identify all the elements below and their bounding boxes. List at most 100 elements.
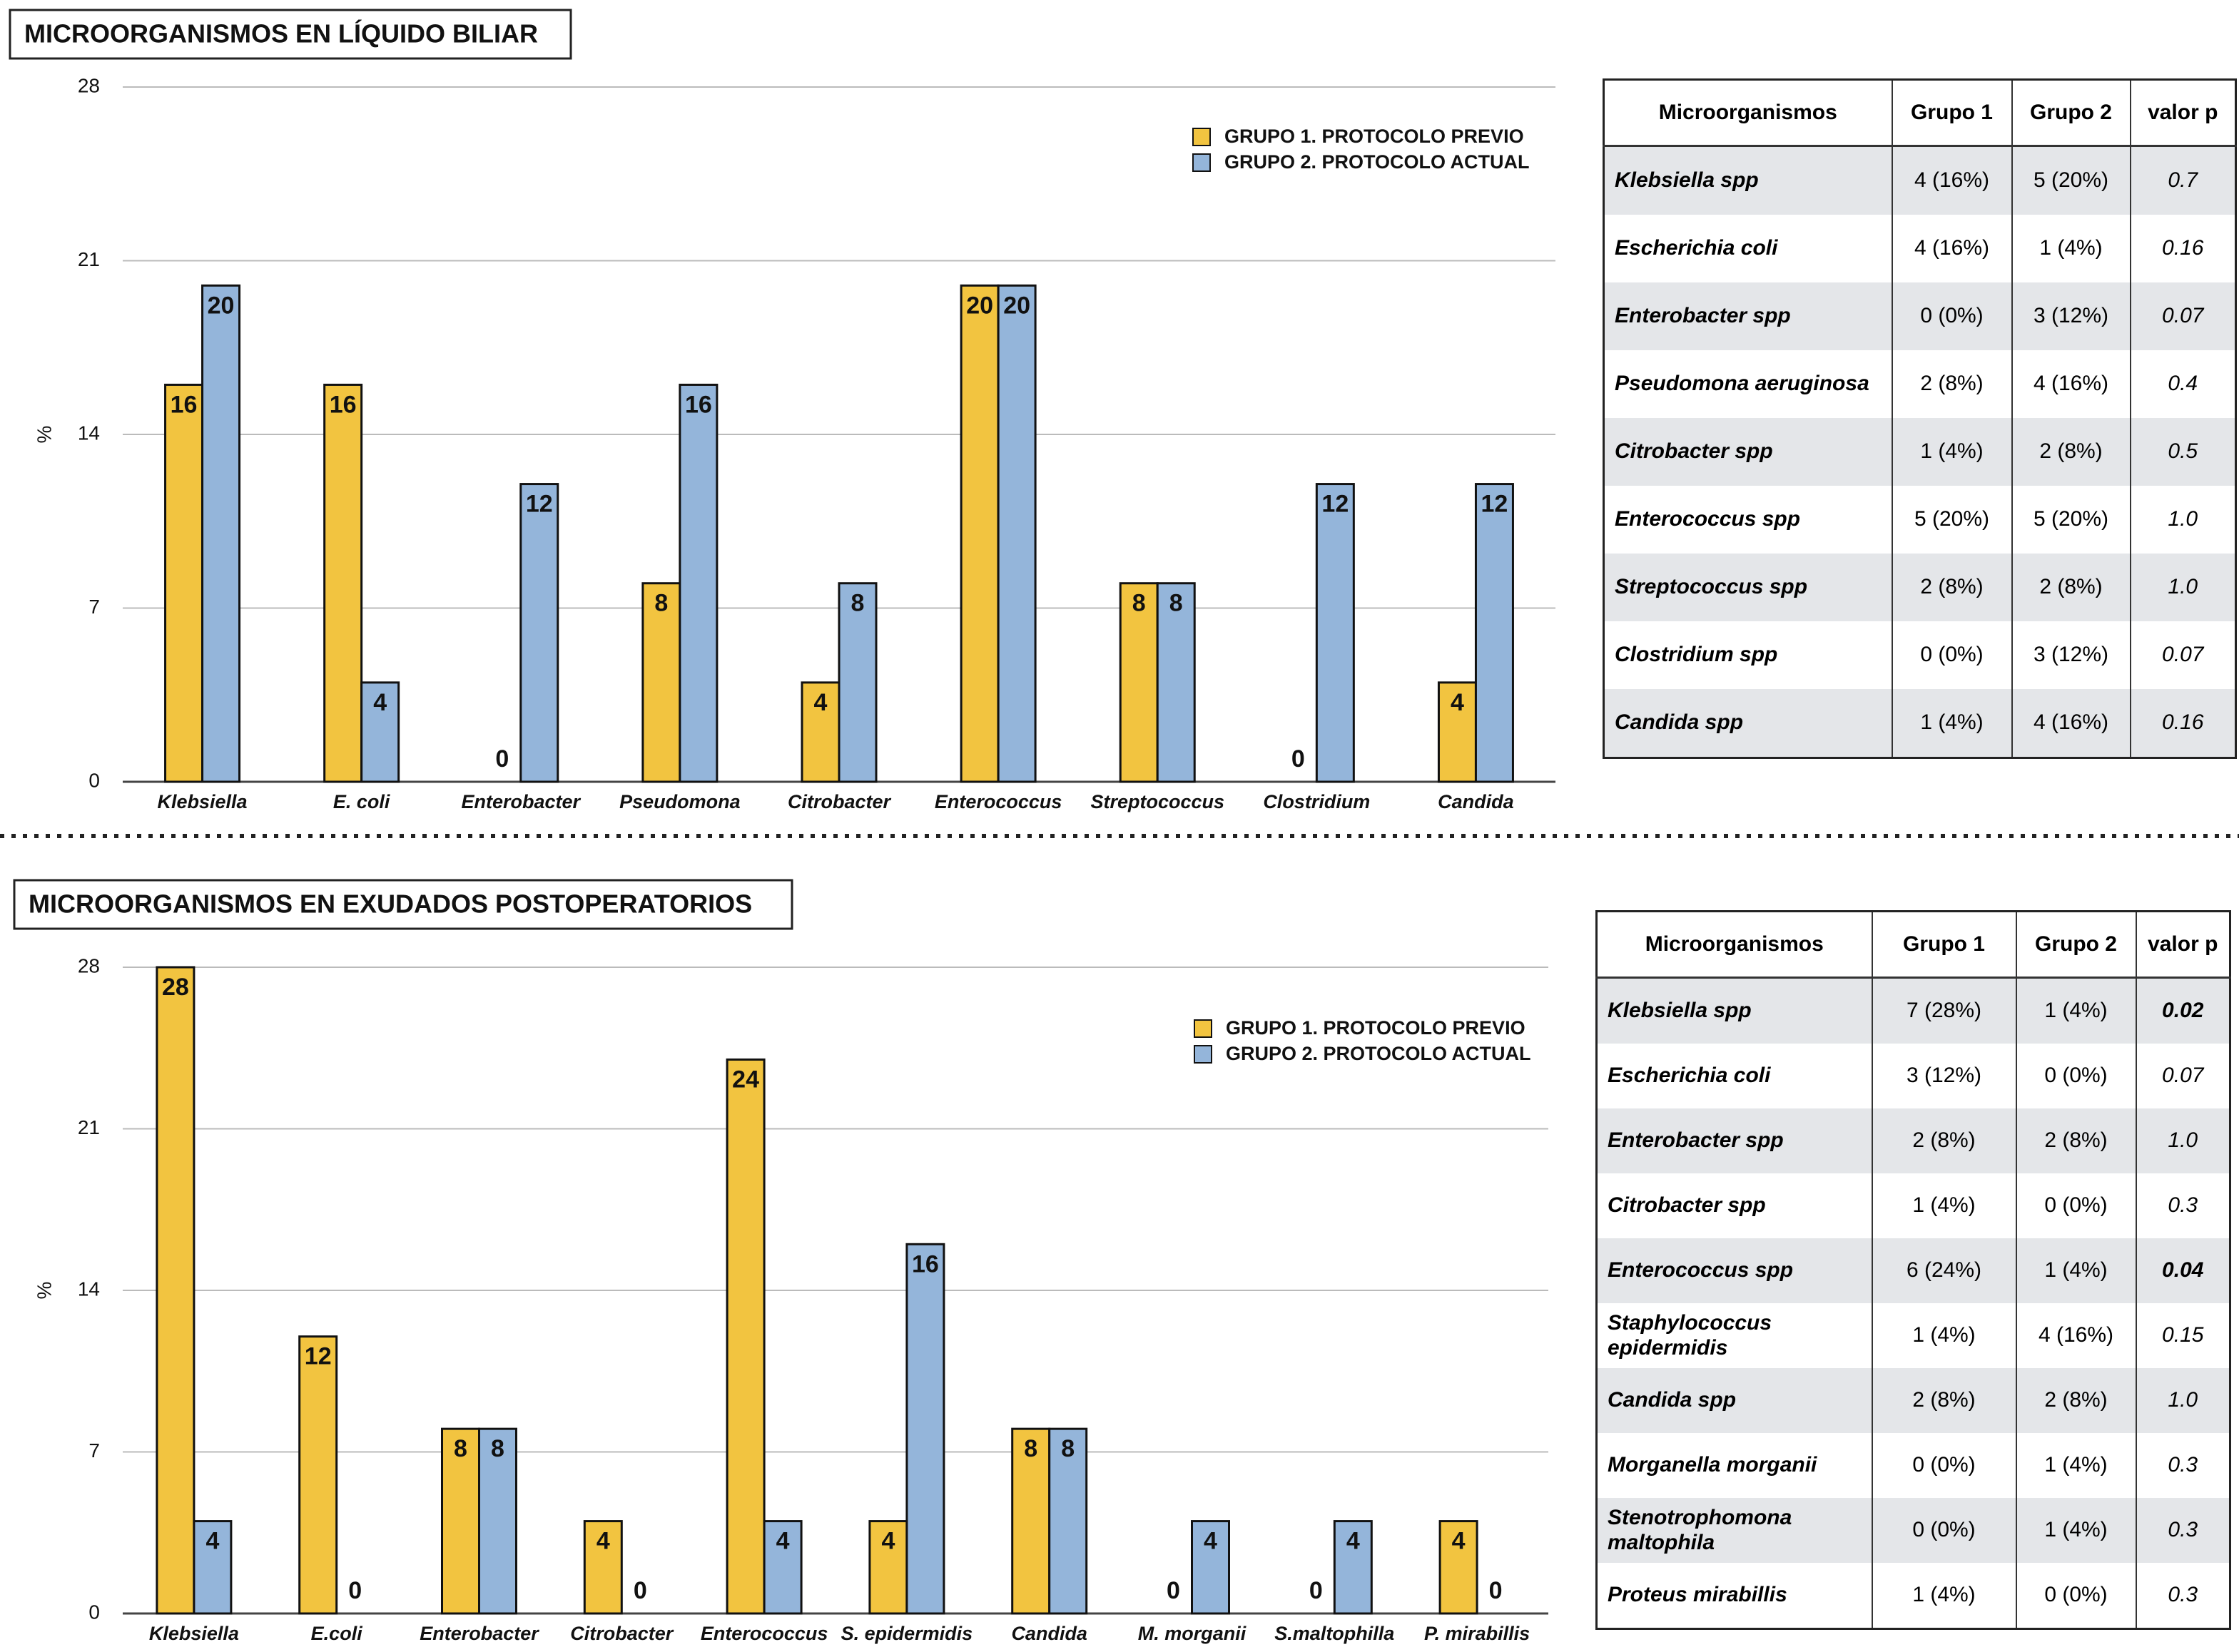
header-row: Microorganismos Grupo 1 Grupo 2 valor p	[1603, 79, 2237, 147]
value-cell: 0.07	[2129, 621, 2237, 689]
x-tick-label: E. coli	[333, 791, 390, 812]
organism-cell: Enterococcus spp	[1603, 486, 1893, 554]
value-cell: 7 (28%)	[1871, 977, 2017, 1044]
data-label: 8	[1169, 590, 1183, 617]
data-label: 24	[732, 1066, 759, 1093]
data-label: 0	[1489, 1577, 1503, 1604]
organism-cell: Staphylococcus epidermidis	[1595, 1303, 1873, 1368]
x-tick-label: Citrobacter	[570, 1623, 674, 1644]
value-cell: 6 (24%)	[1871, 1238, 2017, 1303]
title-box	[13, 879, 793, 930]
value-cell: 4 (16%)	[2015, 1303, 2137, 1368]
table-row: Streptococcus spp 2 (8%) 2 (8%) 1.0	[1603, 554, 2237, 621]
bar	[868, 1520, 908, 1615]
data-label: 0	[348, 1577, 362, 1604]
value-cell: 3 (12%)	[1871, 1044, 2017, 1108]
value-cell: 0 (0%)	[2015, 1563, 2137, 1629]
organism-cell: Enterobacter spp	[1603, 282, 1893, 350]
table-row: Enterobacter spp 0 (0%) 3 (12%) 0.07	[1603, 282, 2237, 350]
table-row: Enterococcus spp 5 (20%) 5 (20%) 1.0	[1603, 486, 2237, 554]
legend-label: GRUPO 1. PROTOCOLO PREVIO	[1224, 126, 1524, 147]
data-label: 16	[171, 391, 198, 418]
table-row: Candida spp 1 (4%) 4 (16%) 0.16	[1603, 689, 2237, 758]
x-tick-label: Klebsiella	[149, 1623, 239, 1644]
table-row: Escherichia coli 3 (12%) 0 (0%) 0.07	[1595, 1044, 2231, 1108]
value-cell: 5 (20%)	[1891, 486, 2013, 554]
bar	[763, 1520, 803, 1615]
data-label: 8	[454, 1435, 467, 1462]
value-cell: 2 (8%)	[2015, 1368, 2137, 1433]
x-tick-label: S.maltophilla	[1274, 1623, 1394, 1644]
value-cell: 2 (8%)	[2011, 554, 2131, 621]
value-cell: 0.07	[2135, 1044, 2231, 1108]
value-cell: 0.3	[2135, 1433, 2231, 1498]
value-cell: 1.0	[2129, 486, 2237, 554]
bar	[360, 681, 400, 783]
value-cell: 0.7	[2129, 146, 2237, 215]
value-cell: 0.3	[2135, 1498, 2231, 1563]
legend-swatch	[1194, 1045, 1212, 1064]
data-label: 8	[491, 1435, 504, 1462]
table: Microorganismos Grupo 1 Grupo 2 valor p Kleb…	[1595, 910, 2231, 1630]
data-label: 4	[1451, 689, 1464, 716]
value-cell: 5 (20%)	[2011, 486, 2131, 554]
bar	[1333, 1520, 1373, 1615]
value-cell: 4 (16%)	[1891, 215, 2013, 282]
x-tick-label: M. morganii	[1138, 1623, 1247, 1644]
header-cell: valor p	[2129, 79, 2237, 147]
x-tick-label: Pseudomona	[619, 791, 741, 812]
y-axis-label: %	[33, 1282, 55, 1300]
table-row: Candida spp 2 (8%) 2 (8%) 1.0	[1595, 1368, 2231, 1433]
x-tick-label: Candida	[1438, 791, 1514, 812]
table: Microorganismos Grupo 1 Grupo 2 valor p Kleb…	[1603, 78, 2237, 759]
y-axis-label: %	[33, 426, 55, 444]
organism-cell: Enterococcus spp	[1595, 1238, 1873, 1303]
x-tick-label: Enterococcus	[701, 1623, 828, 1644]
bar	[997, 284, 1037, 783]
x-tick-label: P. mirabillis	[1424, 1623, 1530, 1644]
header-cell: Grupo 2	[2015, 911, 2137, 979]
data-label: 16	[685, 391, 712, 418]
header-cell: Microorganismos	[1603, 79, 1893, 147]
y-tick-label: 7	[88, 596, 100, 618]
x-tick-label: Enterococcus	[935, 791, 1062, 812]
x-tick-label: E.coli	[311, 1623, 363, 1644]
y-tick-label: 28	[78, 74, 100, 96]
title-box	[9, 9, 572, 60]
value-cell: 0.5	[2129, 418, 2237, 486]
y-tick-label: 0	[88, 769, 100, 791]
value-cell: 1 (4%)	[2015, 1433, 2137, 1498]
y-tick-label: 7	[88, 1439, 100, 1462]
chart-title: MICROORGANISMOS EN EXUDADOS POSTOPERATOR…	[29, 889, 752, 919]
data-label: 8	[1061, 1435, 1075, 1462]
organism-cell: Stenotrophomona maltophila	[1595, 1498, 1873, 1563]
table-row: Pseudomona aeruginosa 2 (8%) 4 (16%) 0.4	[1603, 350, 2237, 418]
data-label: 20	[966, 292, 993, 319]
data-label: 12	[1481, 491, 1508, 518]
organism-cell: Citrobacter spp	[1595, 1173, 1873, 1238]
value-cell: 0.15	[2135, 1303, 2231, 1368]
organism-cell: Enterobacter spp	[1595, 1108, 1873, 1173]
y-tick-label: 14	[78, 1278, 100, 1300]
value-cell: 0.07	[2129, 282, 2237, 350]
data-label: 8	[654, 590, 668, 617]
value-cell: 1 (4%)	[2011, 215, 2131, 282]
value-cell: 2 (8%)	[1891, 554, 2013, 621]
legend-swatch	[1192, 153, 1211, 172]
y-tick-label: 21	[78, 248, 100, 270]
data-label: 4	[1204, 1528, 1217, 1555]
header-cell: Grupo 1	[1891, 79, 2013, 147]
bar	[156, 966, 196, 1615]
data-label: 8	[851, 590, 865, 617]
value-cell: 1 (4%)	[1871, 1173, 2017, 1238]
data-label: 12	[1321, 491, 1349, 518]
data-label: 4	[205, 1528, 219, 1555]
bar	[164, 383, 204, 783]
header-cell: valor p	[2135, 911, 2231, 979]
data-label: 16	[912, 1250, 939, 1278]
data-label: 0	[634, 1577, 647, 1604]
legend-swatch	[1192, 128, 1211, 146]
data-label: 12	[305, 1343, 332, 1370]
bar	[801, 681, 841, 783]
